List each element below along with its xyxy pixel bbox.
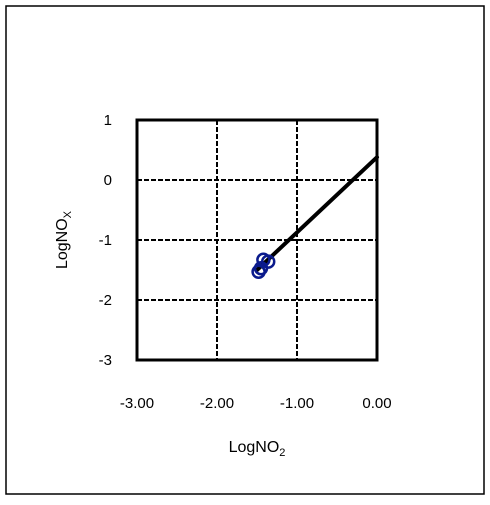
y-axis-title-main: LogNO <box>54 218 71 269</box>
y-tick-label: -1 <box>99 232 112 249</box>
y-axis-title-sub: X <box>62 210 74 218</box>
data-layer <box>251 155 379 280</box>
x-tick-label: -2.00 <box>200 395 234 412</box>
chart-border <box>5 5 485 495</box>
y-tick-label: -3 <box>99 352 112 369</box>
y-axis-title: LogNOX <box>54 210 74 269</box>
fit-line <box>255 155 379 272</box>
x-axis-title: LogNO2 <box>229 439 286 459</box>
x-tick-label: 0.00 <box>362 395 391 412</box>
plot-area <box>135 118 379 362</box>
y-tick-label: -2 <box>99 292 112 309</box>
x-axis-title-main: LogNO <box>229 439 280 456</box>
data-point-3 <box>260 254 276 269</box>
y-tick-labels: -3 -2 -1 0 1 <box>99 112 112 369</box>
y-tick-label: 0 <box>104 172 112 189</box>
x-tick-labels: -3.00 -2.00 -1.00 0.00 <box>120 395 392 412</box>
x-tick-label: -3.00 <box>120 395 154 412</box>
x-tick-label: -1.00 <box>280 395 314 412</box>
grid-layer <box>137 120 377 360</box>
y-tick-label: 1 <box>104 112 112 129</box>
x-axis-title-sub: 2 <box>279 447 285 459</box>
